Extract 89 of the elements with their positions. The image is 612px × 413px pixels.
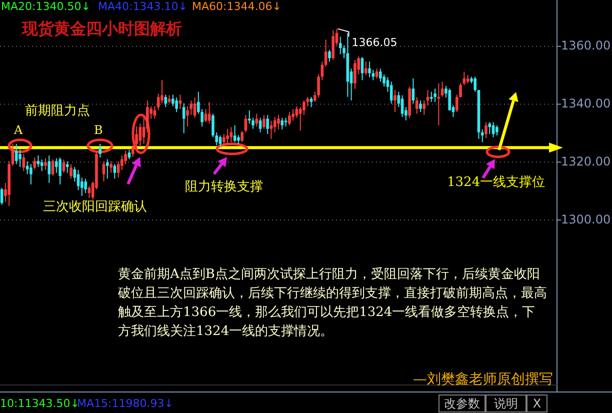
candlestick [394,90,396,113]
candlestick [474,76,476,92]
candlestick [273,116,276,133]
candlestick [131,144,134,158]
candlestick [26,160,29,175]
candlestick [55,158,58,174]
candlestick [164,94,168,108]
candlestick [73,166,76,182]
annotation: —刘樊鑫老师原创撰写 [413,372,553,388]
text: X [532,396,542,410]
candlestick [128,149,131,160]
candlestick [462,71,466,86]
candlestick [113,164,116,180]
annotation: 黄金前期A点到B点之间两次试探上行阻力，受阻回落下行，后续黄金收阳破位且三次回踩确认，后续下行继续的得到支撑，直接打破前期高点，最高触及至上方1366一线，那么我们可以先把1324一线看做多空转换点，下方我们线关注1324一线的支撑情况。 [118,266,548,341]
candlestick [277,114,280,130]
candlestick [434,88,436,102]
candlestick [484,122,488,139]
candlestick [354,59,356,90]
candlestick [240,130,244,143]
text: 10:11343.50↓ [0,397,80,410]
candlestick [106,158,109,180]
candlestick [332,30,335,60]
candlestick [390,81,393,104]
text: 改参数 [444,396,480,410]
candlestick [430,91,433,102]
annotation: A [13,123,23,138]
candlestick [280,117,284,130]
candlestick [270,120,273,140]
y-tick-label: 1360.00 [561,38,611,53]
annotation: 1366.05 [352,36,398,49]
text: 说明 [494,396,518,410]
annotation: B [94,123,103,138]
candlestick [244,114,248,133]
candlestick [258,117,262,133]
annotation: MA20:1340.50↓ [1,0,90,14]
candlestick [255,113,258,127]
candlestick [48,154,51,184]
candlestick [368,61,371,78]
text: 现货黄金四小时图解析 [21,19,182,38]
candlestick [33,156,36,170]
annotation: 阻力转换支撑 [185,180,263,195]
candlestick [175,97,178,113]
candlestick [379,68,382,82]
candlestick [66,160,69,174]
candlestick [364,61,368,76]
y-tick-label: 1320.00 [561,154,611,168]
annotation: 前期阻力点 [25,104,90,119]
candlestick [480,128,484,143]
annotation: MA60:1344.06↓ [192,0,282,14]
candlestick [288,112,291,126]
candlestick [84,178,87,194]
candlestick [58,156,62,185]
candlestick [338,36,342,55]
candlestick [135,126,138,148]
candlestick [496,124,498,136]
candlestick [422,100,426,116]
ref-line-label: 1324一线支撑位 [447,175,546,190]
candlestick [324,39,328,68]
candlestick [51,158,54,176]
candlestick [44,158,47,170]
candlestick [116,160,120,178]
candlestick [102,160,106,182]
candlestick [328,49,331,62]
candlestick [262,114,266,130]
candlestick [412,78,415,104]
candlestick [30,164,32,185]
candlestick [266,114,269,135]
candlestick [292,108,294,122]
candlestick [18,149,22,168]
candlestick [426,90,430,106]
candlestick [14,143,18,165]
candlestick [400,94,404,118]
candlestick [310,96,313,108]
candlestick [193,97,196,118]
y-tick-label: 1300.00 [561,212,611,226]
candlestick [70,164,72,180]
candlestick [415,96,418,114]
annotation: MA40:1343.10↓ [98,0,188,14]
annotation: 三次收阳回踩确认 [43,200,147,215]
candlestick [488,122,492,135]
candlestick [110,160,112,174]
y-tick-label: 1340.00 [561,96,611,110]
candlestick [226,128,229,144]
candlestick [218,134,222,148]
candlestick [419,100,422,113]
candlestick [40,159,44,172]
text: MA15:11980.93↓ [77,397,174,410]
candlestick [372,69,375,81]
candlestick [98,143,102,158]
